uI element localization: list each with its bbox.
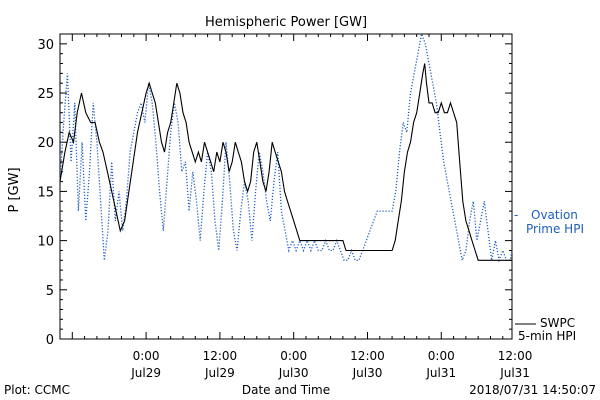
plot-credit: Plot: CCMC [4,383,70,397]
legend-label-ovation-line1: Ovation [531,208,578,222]
y-tick-label: 20 [37,136,54,151]
y-tick-label: 5 [46,284,54,299]
x-tick-label-date: Jul30 [278,366,309,380]
legend-label-swpc-line1: SWPC [540,316,575,330]
x-tick-label-date: Jul29 [130,366,161,380]
y-axis: 0 5 10 15 20 25 30 [37,38,512,348]
x-tick-label-time: 0:00 [280,349,307,363]
plot-frame [59,33,513,340]
x-tick-label-date: Jul31 [425,366,456,380]
x-tick-label-date: Jul31 [499,366,530,380]
x-tick-label-date: Jul29 [204,366,235,380]
series-layer [59,31,513,263]
x-tick-label-time: 0:00 [428,349,455,363]
legend-label-ovation-line2: Prime HPI [526,222,584,236]
y-tick-label: 15 [37,185,54,200]
x-axis-label: Date and Time [242,383,330,397]
y-tick-label: 30 [37,38,54,53]
plot-timestamp: 2018/07/31 14:50:07 [469,383,596,397]
x-tick-label-time: 0:00 [133,349,160,363]
y-axis-label: P [GW] [7,167,22,212]
y-tick-label: 25 [37,87,54,102]
x-axis: 0:00 Jul29 12:00 Jul29 0:00 Jul30 12:00 Jul30 0:… [59,34,533,380]
x-tick-label-time: 12:00 [498,349,533,363]
legend-label-swpc-line2: 5-min HPI [518,329,576,343]
series-line-ovation-prime-hpi [59,31,513,263]
legend-marker-ovation: - [514,208,518,222]
x-tick-label-time: 12:00 [203,349,238,363]
chart-title: Hemispheric Power [GW] [205,15,367,30]
x-tick-label-time: 12:00 [350,349,385,363]
x-tick-label-date: Jul30 [352,366,383,380]
series-line-swpc-5-min-hpi [59,63,512,261]
y-tick-label: 0 [46,333,54,348]
y-tick-label: 10 [37,235,54,250]
